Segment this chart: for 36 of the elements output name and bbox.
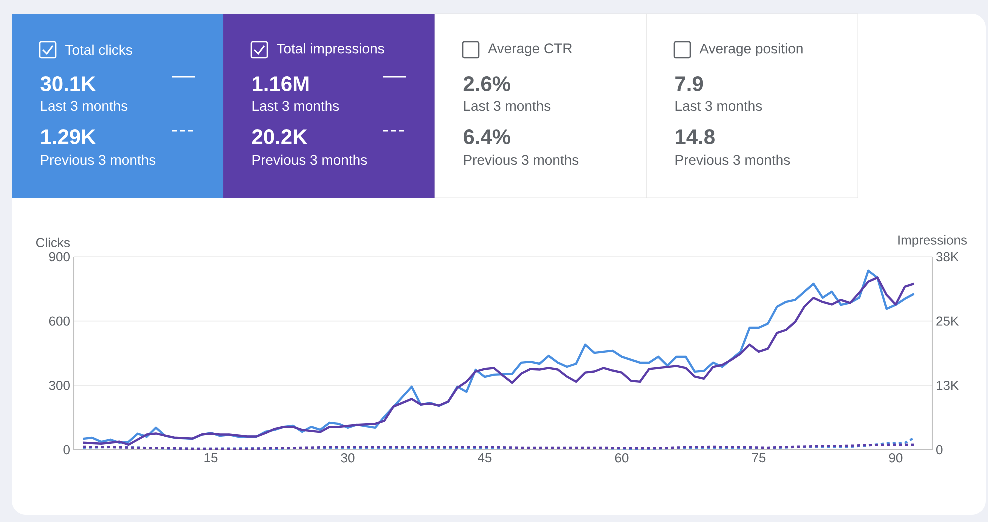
text: 20.2K	[252, 130, 308, 144]
y-tick-label: 900	[49, 252, 70, 262]
y-tick-label: 0	[64, 445, 70, 455]
x-tick-label: 30	[341, 454, 355, 463]
text: Previous 3 months	[252, 154, 368, 166]
text: 1.16M	[253, 76, 309, 92]
x-tick-label: 90	[889, 454, 903, 463]
text: Total impressions	[277, 43, 384, 57]
y-tick-label: 300	[49, 381, 70, 390]
y2-tick-label: 25K	[936, 316, 960, 326]
text: Last 3 months	[676, 100, 762, 112]
text: 14.8	[676, 130, 715, 144]
text: Average position	[700, 43, 803, 57]
y-tick-label: 600	[49, 316, 70, 326]
text: 2.6%	[464, 76, 511, 92]
x-tick-label: 60	[615, 454, 629, 463]
text: Last 3 months	[464, 100, 551, 112]
text: 1.29K	[42, 130, 96, 144]
y2-tick-label: 13K	[937, 381, 960, 390]
x-tick-label: 15	[204, 454, 218, 463]
text: Last 3 months	[252, 100, 340, 112]
text: 30.1K	[40, 76, 96, 92]
text: Previous 3 months	[464, 154, 579, 166]
text: Previous 3 months	[41, 154, 156, 166]
text: Last 3 months	[41, 100, 128, 112]
text: 6.4%	[464, 130, 511, 144]
y2-axis-title: Impressions	[898, 235, 968, 248]
x-tick-label: 45	[478, 454, 492, 463]
text: 7.9	[676, 76, 704, 92]
text: Previous 3 months	[676, 154, 790, 166]
y2-tick-label: 38K	[936, 252, 960, 262]
y2-tick-label: 0	[936, 445, 943, 455]
text: Average CTR	[488, 44, 572, 56]
y-axis-title: Clicks	[36, 238, 70, 248]
x-tick-label: 75	[752, 454, 766, 463]
text: Total clicks	[66, 44, 132, 56]
